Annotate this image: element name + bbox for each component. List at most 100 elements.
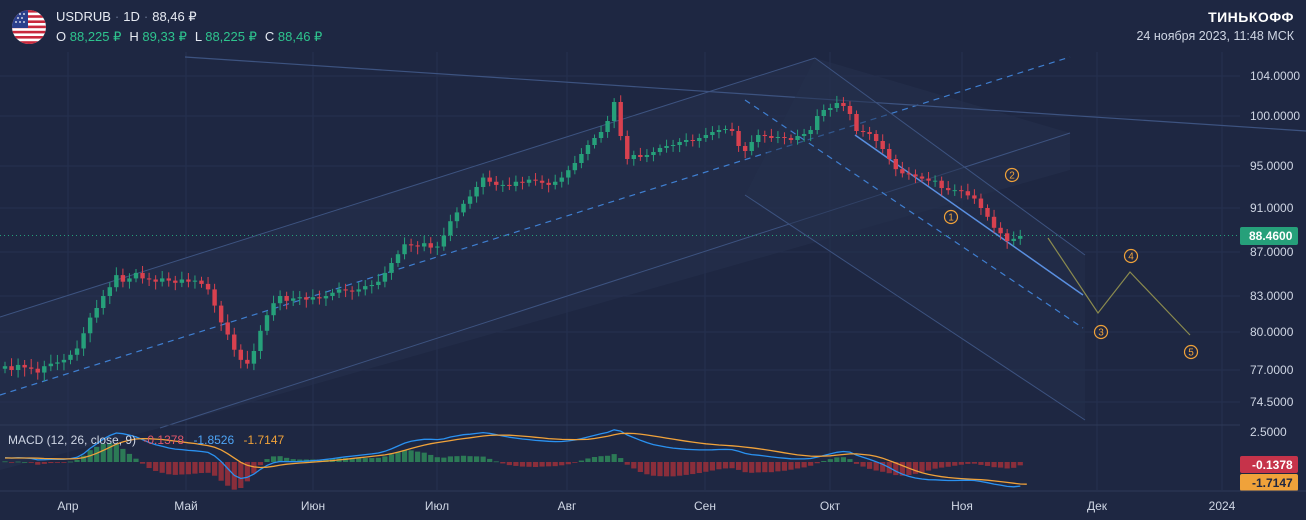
candle-body[interactable]: [48, 363, 54, 367]
candle-body[interactable]: [212, 289, 217, 306]
candle-body[interactable]: [592, 138, 597, 145]
candle-body[interactable]: [1004, 233, 1010, 241]
candle-body[interactable]: [304, 297, 309, 300]
candle-body[interactable]: [684, 140, 689, 142]
candle-body[interactable]: [55, 362, 60, 364]
candle-body[interactable]: [677, 142, 682, 145]
candle-body[interactable]: [87, 317, 93, 334]
candle-body[interactable]: [376, 281, 381, 285]
candle-body[interactable]: [245, 359, 250, 364]
candle-body[interactable]: [225, 322, 230, 335]
drawings[interactable]: [0, 56, 1306, 470]
descending-trend-ray[interactable]: [854, 134, 1084, 296]
wave-labels[interactable]: 1 2 3 4 5: [943, 167, 1199, 360]
candle-body[interactable]: [146, 278, 152, 280]
candle-body[interactable]: [880, 141, 885, 149]
candle-body[interactable]: [186, 279, 191, 282]
candle-body[interactable]: [808, 130, 813, 134]
symbol-line[interactable]: USDRUB · 1D · 88,46 ₽: [56, 9, 197, 25]
candle-body[interactable]: [867, 132, 872, 134]
candle-body[interactable]: [618, 102, 623, 136]
candle-body[interactable]: [369, 285, 374, 287]
candle-body[interactable]: [179, 279, 185, 283]
wave-label-circle[interactable]: [1183, 344, 1199, 360]
candle-body[interactable]: [932, 180, 938, 182]
candle-body[interactable]: [382, 272, 388, 282]
candle-body[interactable]: [74, 348, 80, 355]
symbol-name[interactable]: USDRUB: [56, 9, 111, 24]
candle-body[interactable]: [801, 134, 807, 136]
candle-body[interactable]: [716, 130, 722, 132]
candle-body[interactable]: [651, 152, 656, 155]
candle-body[interactable]: [749, 142, 754, 151]
candle-body[interactable]: [566, 170, 571, 178]
candle-body[interactable]: [507, 184, 512, 186]
candle-body[interactable]: [539, 180, 545, 183]
candle-body[interactable]: [887, 149, 892, 159]
candle-body[interactable]: [323, 296, 329, 299]
candle-body[interactable]: [395, 254, 401, 263]
candle-body[interactable]: [821, 110, 826, 116]
candle-body[interactable]: [349, 290, 355, 292]
candle-body[interactable]: [900, 169, 905, 174]
descending-trendline[interactable]: [184, 56, 1306, 132]
candle-body[interactable]: [428, 243, 433, 248]
candle-body[interactable]: [959, 190, 964, 192]
candle-body[interactable]: [723, 129, 728, 130]
candle-body[interactable]: [690, 140, 695, 141]
candle-body[interactable]: [474, 187, 479, 197]
candle-body[interactable]: [998, 227, 1003, 234]
candle-body[interactable]: [553, 181, 558, 185]
candle-body[interactable]: [120, 275, 126, 282]
candle-body[interactable]: [664, 146, 669, 148]
candle-body[interactable]: [448, 221, 453, 236]
candle-body[interactable]: [526, 179, 532, 183]
candle-body[interactable]: [35, 368, 40, 373]
candle-body[interactable]: [605, 121, 610, 132]
candle-body[interactable]: [140, 272, 145, 279]
candle-body[interactable]: [42, 366, 47, 373]
candle-body[interactable]: [173, 280, 178, 283]
candle-body[interactable]: [893, 159, 898, 170]
candle-body[interactable]: [2, 366, 8, 369]
candle-body[interactable]: [873, 134, 879, 141]
candle-body[interactable]: [389, 263, 394, 273]
candle-body[interactable]: [729, 129, 735, 131]
candle-body[interactable]: [356, 289, 361, 292]
candle-body[interactable]: [494, 181, 499, 185]
candle-body[interactable]: [638, 155, 643, 157]
wave-label-circle[interactable]: [1093, 324, 1109, 340]
candle-body[interactable]: [1018, 235, 1023, 239]
candle-body[interactable]: [598, 132, 604, 138]
candle-body[interactable]: [251, 351, 257, 364]
candle-body[interactable]: [258, 330, 263, 351]
descending-channel-median[interactable]: [744, 99, 1084, 329]
candle-body[interactable]: [919, 176, 925, 179]
candle-body[interactable]: [94, 308, 99, 318]
candle-body[interactable]: [297, 297, 302, 299]
candle-body[interactable]: [847, 106, 853, 114]
time-axis[interactable]: Апр Май Июн Июл Авг Сен Окт Ноя Дек 2024: [0, 490, 1306, 513]
candle-body[interactable]: [572, 163, 578, 171]
macd-pane[interactable]: [2, 429, 1027, 490]
descending-channel-upper[interactable]: [814, 57, 1086, 256]
candle-body[interactable]: [657, 148, 663, 152]
candle-body[interactable]: [205, 283, 211, 290]
candle-body[interactable]: [559, 177, 564, 182]
candle-body[interactable]: [644, 155, 650, 157]
candle-body[interactable]: [625, 136, 630, 159]
candle-body[interactable]: [133, 272, 139, 279]
candle-body[interactable]: [264, 315, 270, 331]
candle-body[interactable]: [61, 359, 67, 363]
candle-body[interactable]: [788, 138, 794, 140]
candle-body[interactable]: [742, 146, 748, 151]
candle-body[interactable]: [454, 212, 460, 222]
candle-body[interactable]: [127, 278, 132, 282]
candle-body[interactable]: [271, 303, 276, 316]
candle-body[interactable]: [284, 296, 289, 301]
candle-body[interactable]: [834, 103, 840, 108]
candle-body[interactable]: [795, 136, 800, 140]
candle-body[interactable]: [500, 184, 505, 186]
candle-body[interactable]: [461, 203, 466, 213]
